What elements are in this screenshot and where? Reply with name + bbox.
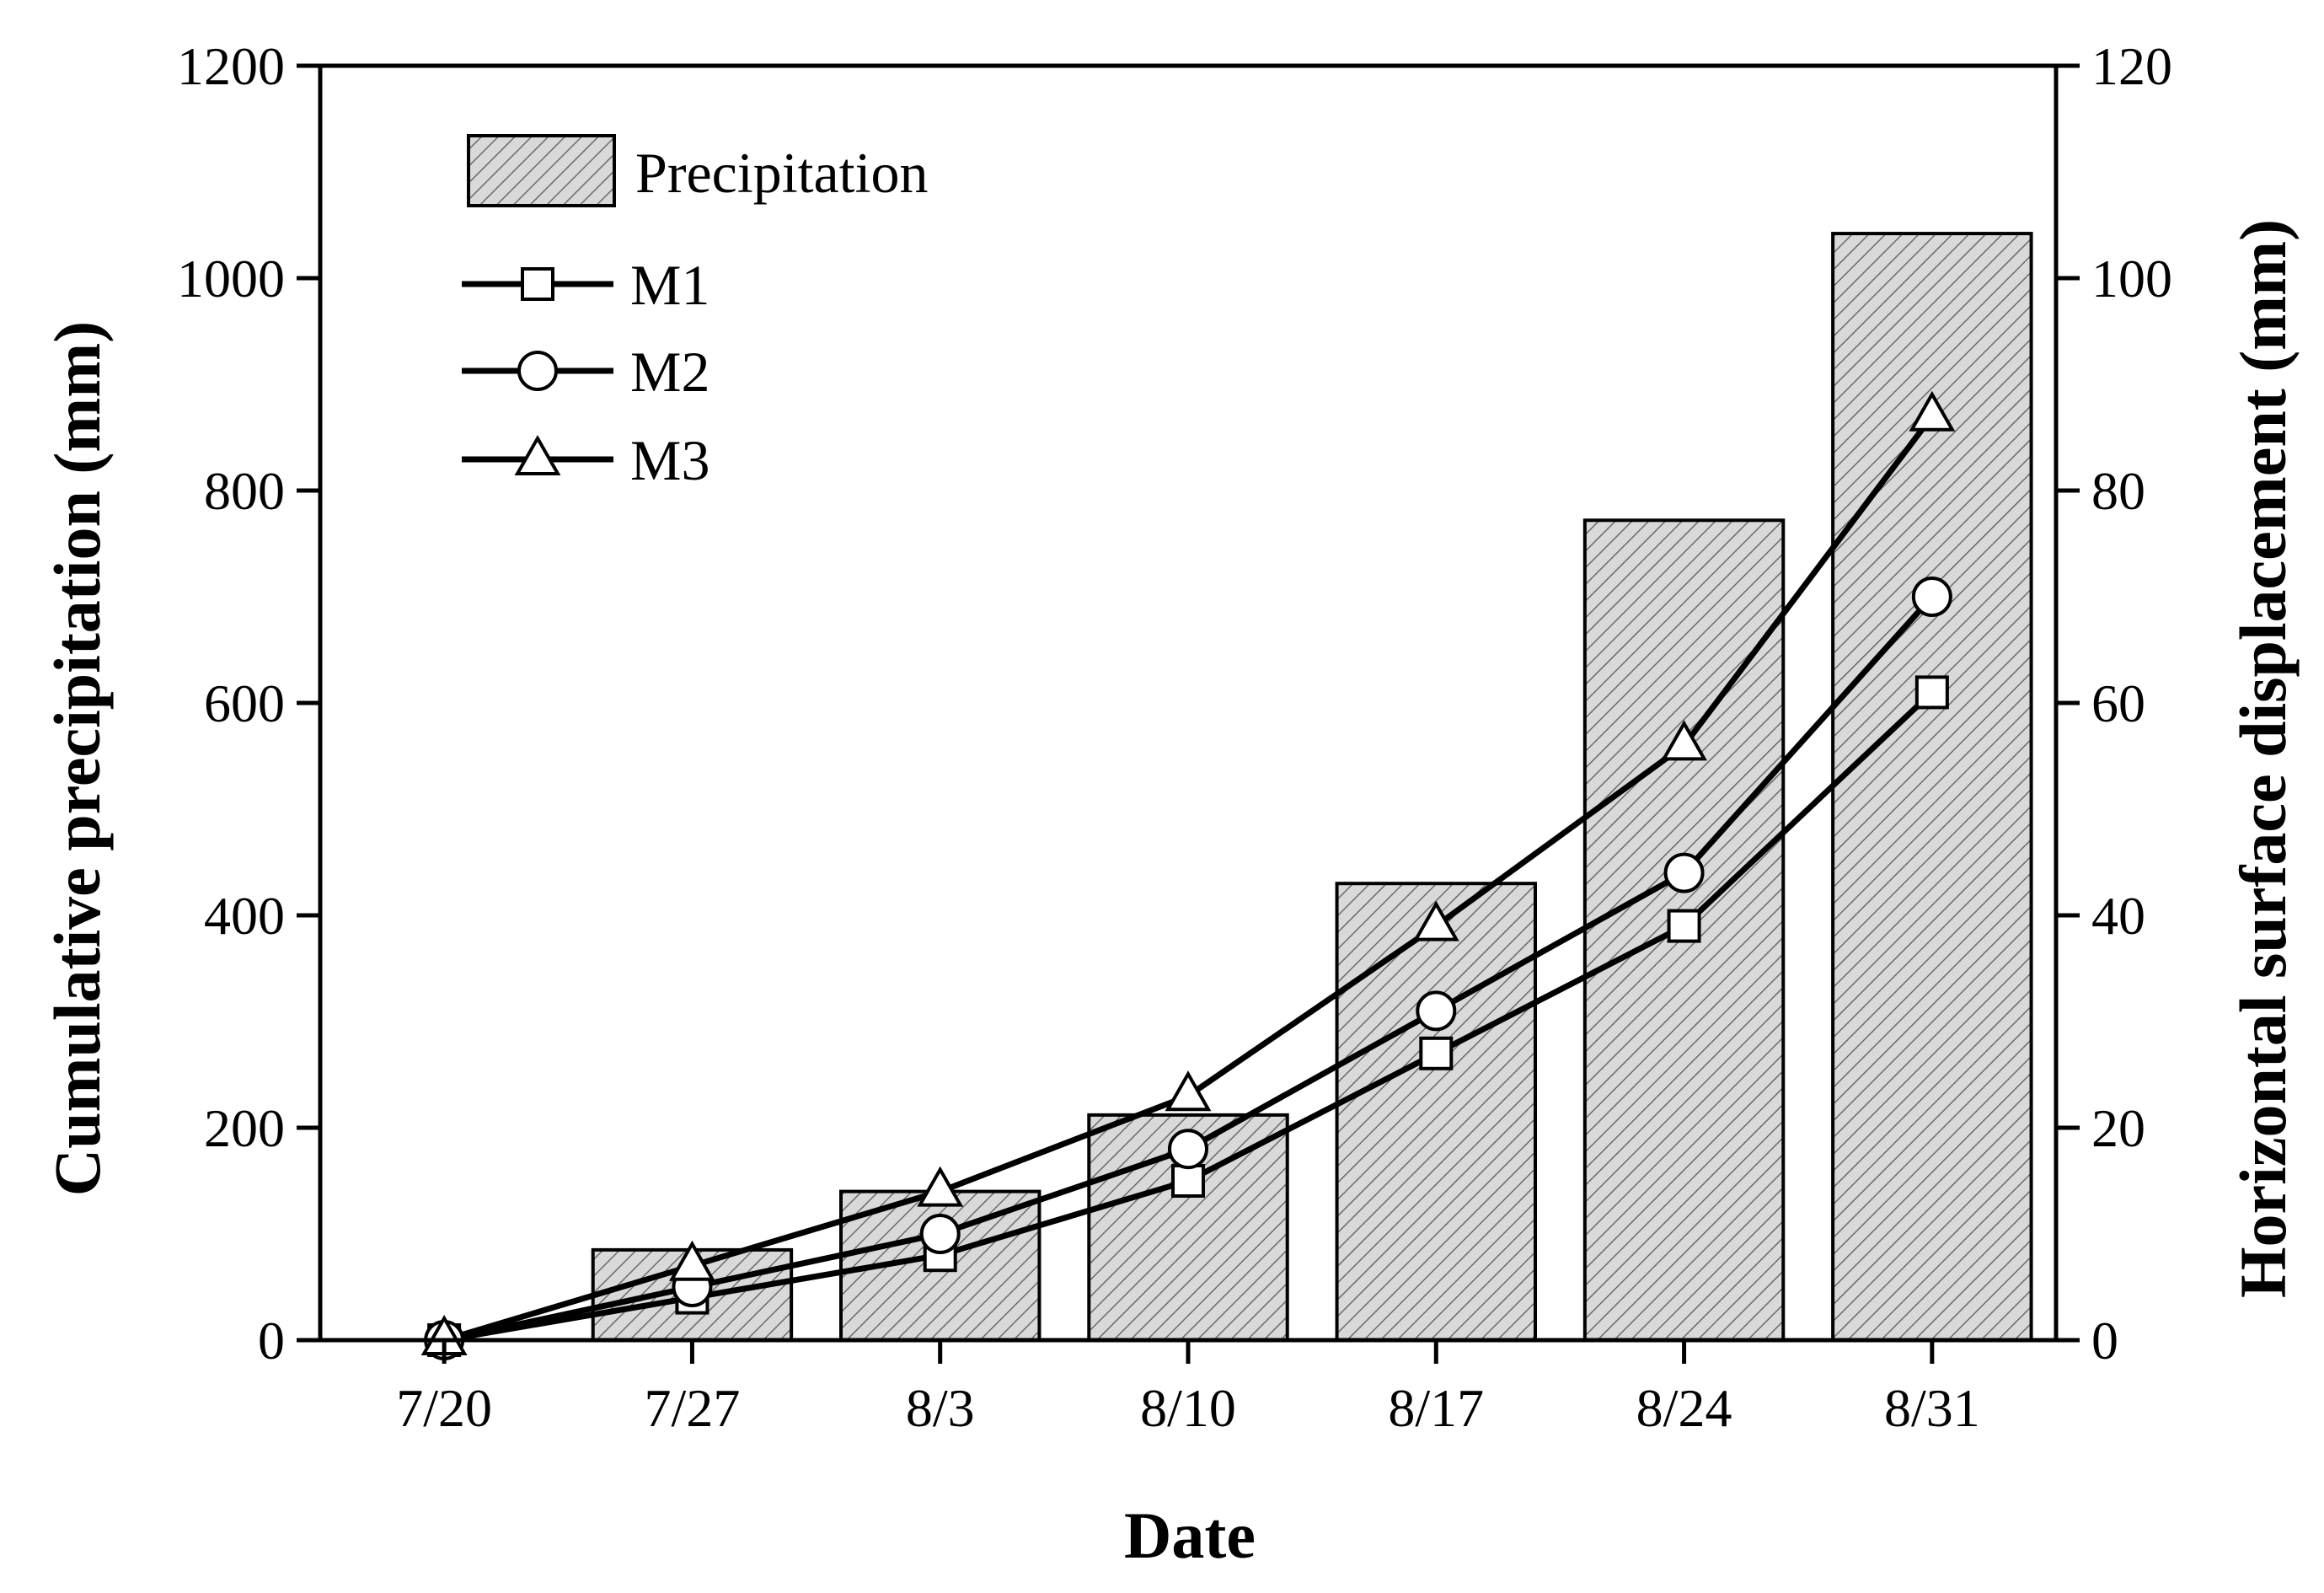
- legend-m3-label: M3: [630, 428, 710, 492]
- point-m1-8-10: [1171, 1164, 1205, 1198]
- right-tick-label-120: 120: [2091, 36, 2172, 96]
- point-m2-8-31: [1911, 577, 1952, 617]
- x-tick-label-7-27: 7/27: [645, 1378, 741, 1438]
- right-tick-label-100: 100: [2091, 249, 2172, 308]
- point-m1-8-17: [1419, 1036, 1454, 1070]
- left-tick-label-1200: 1200: [177, 36, 285, 96]
- right-tick-label-0: 0: [2091, 1311, 2118, 1370]
- bars-layer: [591, 232, 2033, 1343]
- x-tick-label-8-24: 8/24: [1636, 1378, 1732, 1438]
- point-m3-8-3: [917, 1166, 964, 1207]
- left-tick-label-600: 600: [204, 673, 285, 733]
- legend: Precipitation M1 M2 M3: [462, 134, 928, 492]
- left-y-axis-title: Cumulative precipitation (mm): [40, 321, 114, 1196]
- point-m2-8-10: [1168, 1129, 1208, 1170]
- x-tick-label-8-17: 8/17: [1388, 1378, 1484, 1438]
- legend-precipitation-swatch: [467, 134, 616, 207]
- x-tick-label-8-31: 8/31: [1884, 1378, 1980, 1438]
- point-m1-8-31: [1914, 675, 1949, 710]
- right-tick-label-60: 60: [2091, 673, 2145, 733]
- left-tick-label-400: 400: [204, 886, 285, 946]
- x-tick-label-8-3: 8/3: [906, 1378, 975, 1438]
- left-tick-label-800: 800: [204, 461, 285, 521]
- right-tick-label-20: 20: [2091, 1098, 2145, 1158]
- point-m3-8-10: [1165, 1070, 1212, 1112]
- x-axis-title: Date: [1124, 1499, 1256, 1572]
- point-m2-8-17: [1416, 990, 1457, 1032]
- legend-m3-marker: [514, 434, 561, 475]
- point-m3-8-31: [1909, 390, 1956, 432]
- left-tick-label-0: 0: [258, 1311, 285, 1370]
- x-tick-label-8-10: 8/10: [1140, 1378, 1236, 1438]
- point-m3-8-24: [1661, 720, 1708, 761]
- legend-precipitation-label: Precipitation: [635, 141, 928, 205]
- legend-m1-label: M1: [630, 253, 710, 317]
- point-m3-7-27: [668, 1240, 715, 1281]
- axes-layer: 0 200 400 600 800 1000 1200 0 20 40 60 80 100 120 7/20…: [177, 36, 2172, 1438]
- legend-m2-label: M2: [630, 340, 710, 404]
- right-y-axis-title: Horizontal surface displacement (mm): [2226, 219, 2300, 1298]
- right-tick-label-40: 40: [2091, 886, 2145, 946]
- legend-m1-marker: [521, 267, 554, 301]
- point-m2-8-24: [1663, 852, 1705, 893]
- precipitation-bar-8-17: [1335, 882, 1537, 1342]
- legend-m2-marker: [517, 351, 558, 391]
- x-tick-label-7-20: 7/20: [396, 1378, 492, 1438]
- point-m3-8-17: [1412, 900, 1459, 941]
- point-m1-8-24: [1667, 909, 1701, 943]
- point-m2-8-3: [919, 1214, 961, 1254]
- right-tick-label-80: 80: [2091, 461, 2145, 521]
- lines-layer: [420, 390, 1956, 1360]
- left-tick-label-200: 200: [204, 1098, 285, 1158]
- left-tick-label-1000: 1000: [177, 249, 285, 308]
